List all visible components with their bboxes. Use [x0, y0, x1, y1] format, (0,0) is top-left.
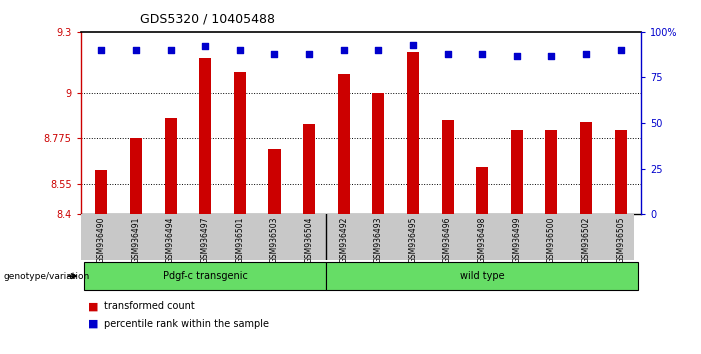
Bar	[511, 130, 523, 214]
Text: GSM936503: GSM936503	[270, 216, 279, 263]
Bar	[407, 52, 419, 214]
Bar	[165, 118, 177, 214]
Text: genotype/variation: genotype/variation	[4, 272, 90, 281]
Point	[477, 51, 488, 57]
Bar	[442, 120, 454, 214]
Bar	[580, 122, 592, 214]
Text: GDS5320 / 10405488: GDS5320 / 10405488	[140, 12, 275, 25]
Text: ■: ■	[88, 319, 98, 329]
Bar	[234, 72, 246, 214]
Text: GSM936493: GSM936493	[374, 216, 383, 263]
Point	[615, 47, 626, 53]
Text: GSM936500: GSM936500	[547, 216, 556, 263]
Point	[407, 42, 418, 47]
Text: GSM936501: GSM936501	[236, 216, 245, 263]
Text: GSM936502: GSM936502	[582, 216, 590, 263]
Point	[442, 51, 453, 57]
Bar	[545, 130, 557, 214]
Point	[546, 53, 557, 58]
Text: GSM936494: GSM936494	[166, 216, 175, 263]
Point	[338, 47, 349, 53]
Point	[234, 47, 245, 53]
Point	[200, 44, 211, 49]
Text: GSM936496: GSM936496	[443, 216, 452, 263]
Bar	[615, 130, 627, 214]
Point	[511, 53, 522, 58]
Text: GSM936492: GSM936492	[339, 216, 348, 263]
Text: GSM936497: GSM936497	[200, 216, 210, 263]
Point	[96, 47, 107, 53]
Bar	[338, 74, 350, 214]
Bar	[476, 167, 488, 214]
Point	[269, 51, 280, 57]
Text: GSM936491: GSM936491	[132, 216, 140, 263]
Text: GSM936498: GSM936498	[477, 216, 486, 263]
Text: transformed count: transformed count	[104, 301, 194, 311]
Point	[130, 47, 142, 53]
Bar	[130, 138, 142, 214]
Text: GSM936505: GSM936505	[616, 216, 625, 263]
Text: ■: ■	[88, 301, 98, 311]
Point	[304, 51, 315, 57]
Bar	[303, 124, 315, 214]
Text: GSM936495: GSM936495	[409, 216, 417, 263]
Bar	[372, 93, 384, 214]
Text: wild type: wild type	[460, 271, 505, 281]
Point	[373, 47, 384, 53]
Bar	[84, 262, 327, 290]
Bar	[268, 149, 280, 214]
Text: GSM936504: GSM936504	[305, 216, 313, 263]
Text: GSM936490: GSM936490	[97, 216, 106, 263]
Bar	[327, 262, 638, 290]
Text: percentile rank within the sample: percentile rank within the sample	[104, 319, 268, 329]
Bar	[95, 170, 107, 214]
Text: GSM936499: GSM936499	[512, 216, 522, 263]
Point	[165, 47, 176, 53]
Bar	[199, 58, 211, 214]
Text: Pdgf-c transgenic: Pdgf-c transgenic	[163, 271, 247, 281]
Point	[580, 51, 592, 57]
